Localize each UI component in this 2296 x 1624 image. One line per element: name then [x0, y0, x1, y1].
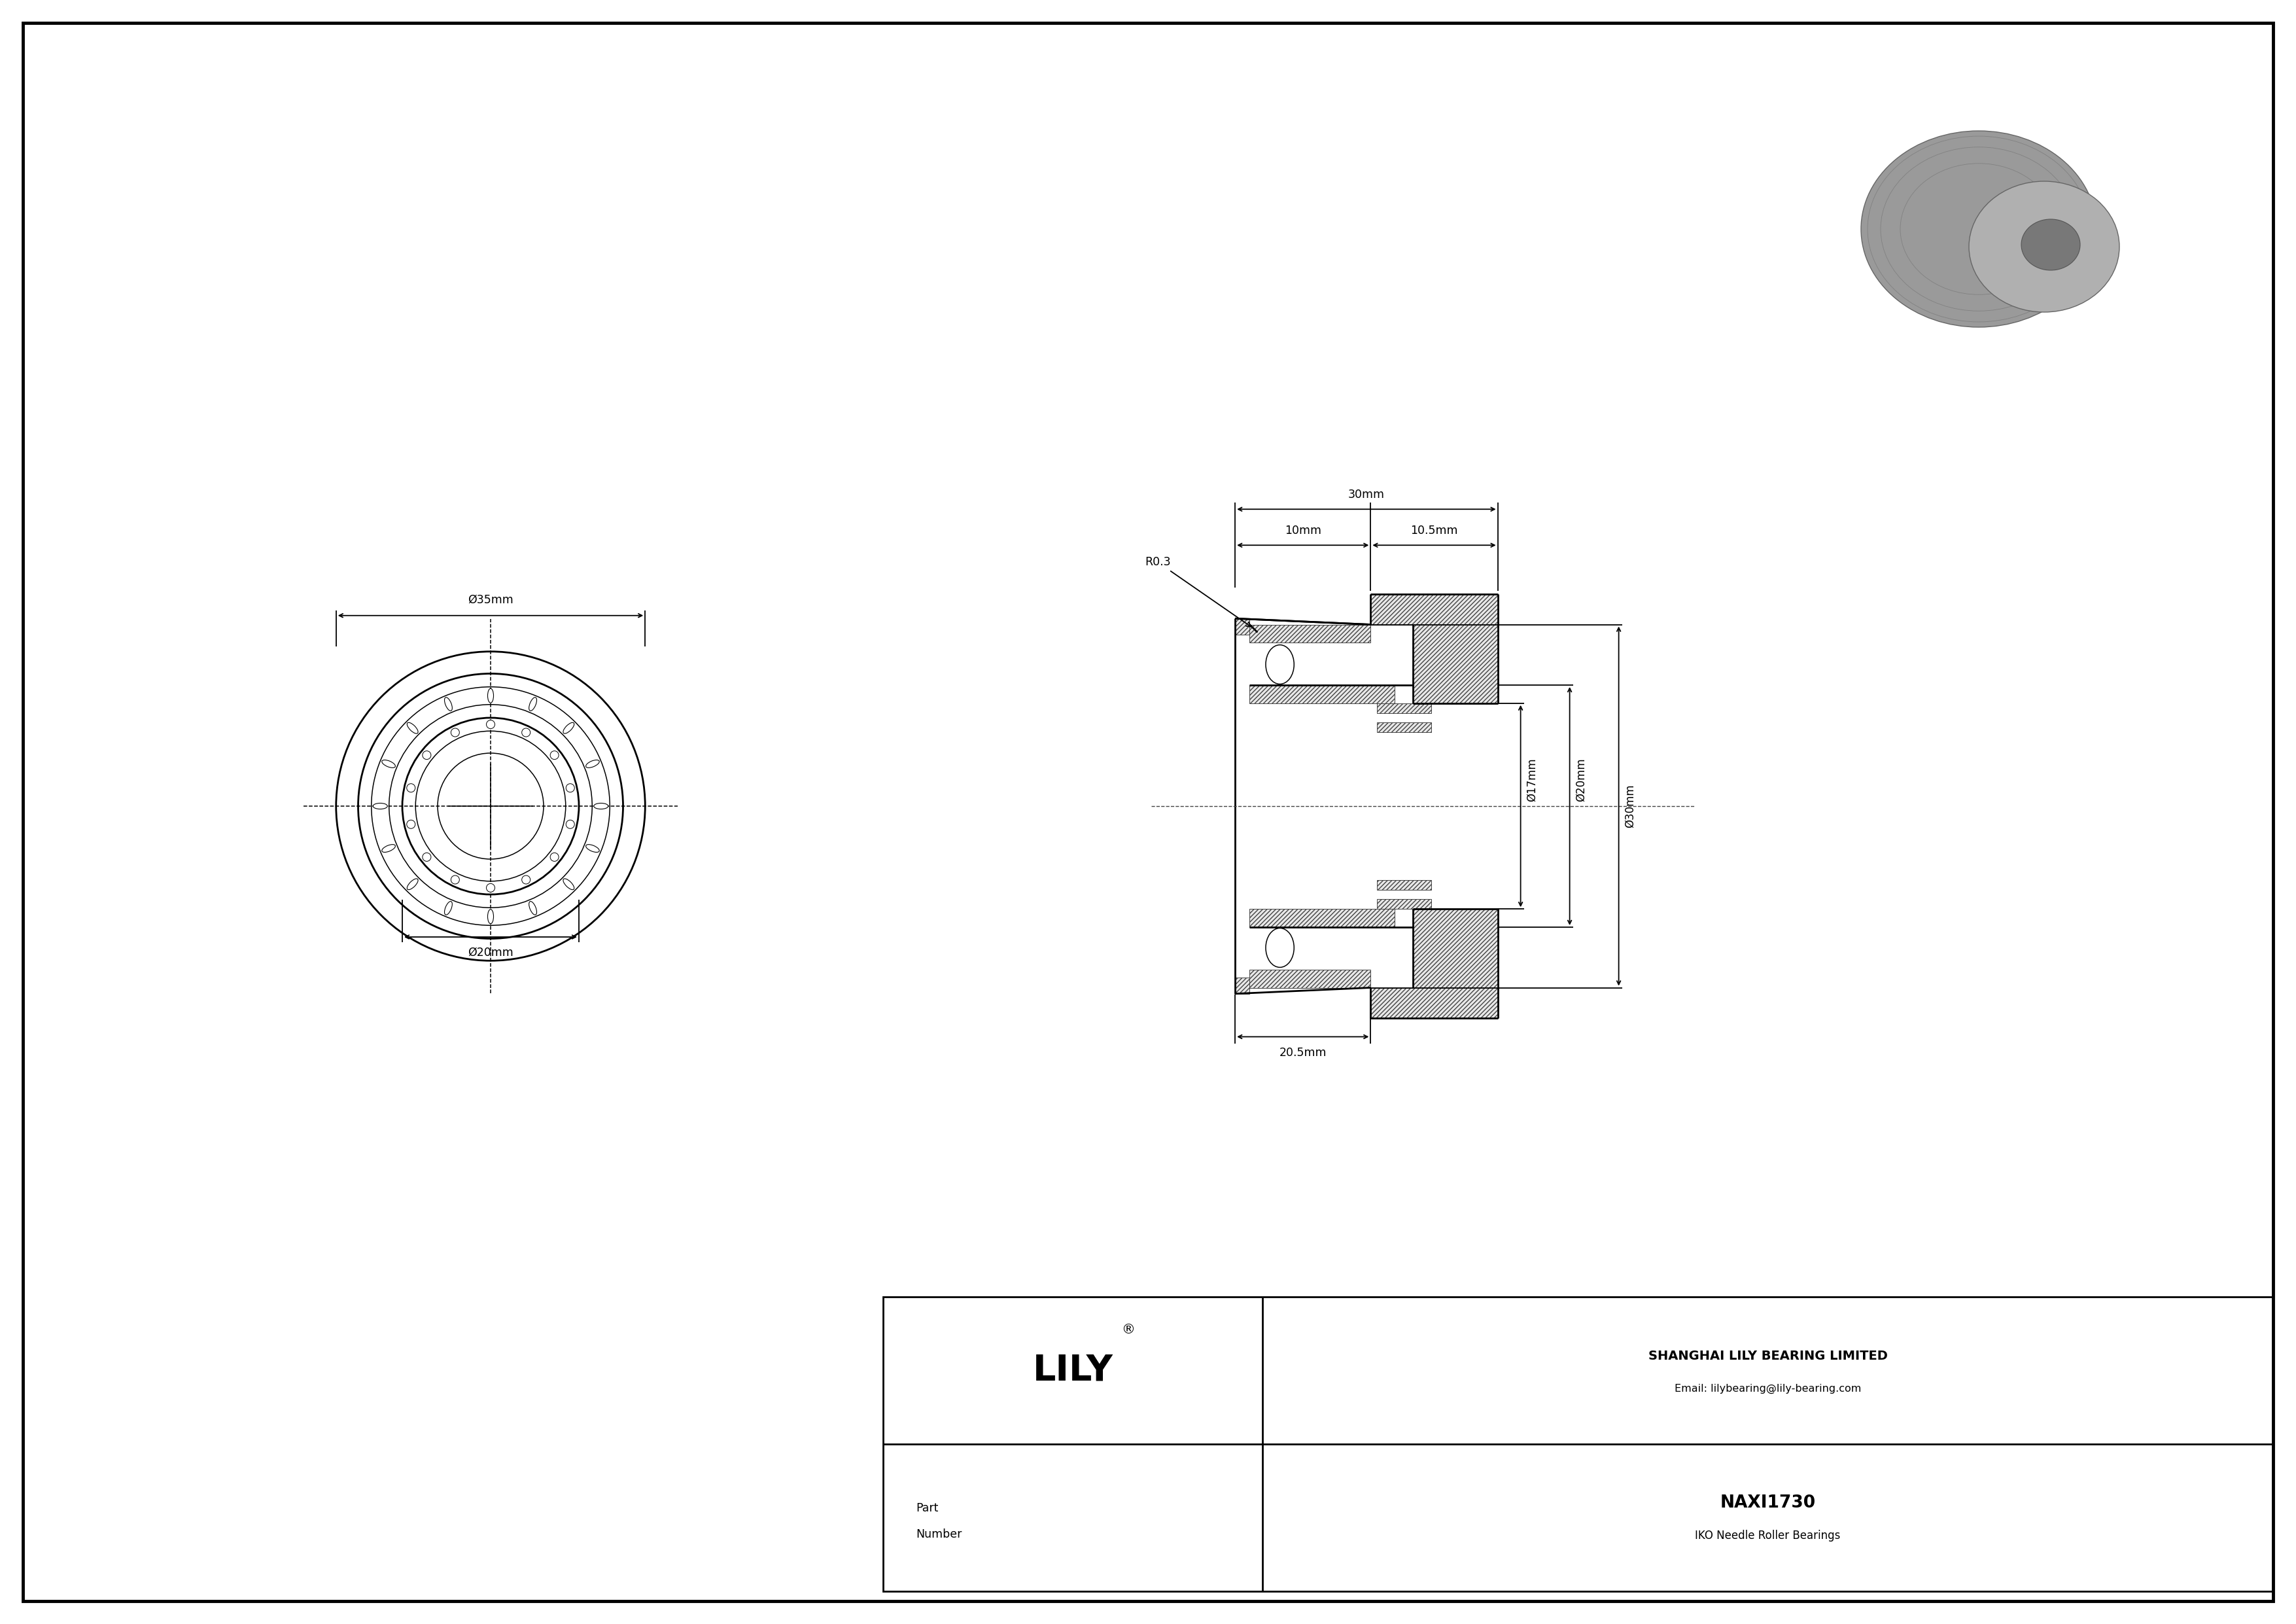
Text: ®: ®	[1120, 1324, 1134, 1337]
Ellipse shape	[445, 901, 452, 914]
Polygon shape	[1249, 685, 1396, 703]
Text: R0.3: R0.3	[1146, 557, 1251, 627]
Polygon shape	[1371, 909, 1497, 1018]
Ellipse shape	[585, 760, 599, 768]
Polygon shape	[1371, 594, 1497, 703]
Polygon shape	[1249, 970, 1371, 987]
Ellipse shape	[487, 689, 494, 703]
Circle shape	[487, 719, 496, 729]
Ellipse shape	[595, 804, 608, 809]
Polygon shape	[1378, 723, 1430, 732]
Circle shape	[551, 750, 558, 760]
Text: Ø20mm: Ø20mm	[1575, 758, 1587, 802]
Text: Ø20mm: Ø20mm	[468, 947, 514, 958]
Ellipse shape	[528, 697, 537, 711]
Polygon shape	[1378, 900, 1430, 909]
Circle shape	[521, 875, 530, 883]
Ellipse shape	[585, 844, 599, 853]
Polygon shape	[1378, 880, 1430, 890]
Ellipse shape	[563, 723, 574, 734]
Ellipse shape	[372, 804, 388, 809]
Circle shape	[450, 875, 459, 883]
Ellipse shape	[1265, 645, 1295, 684]
Circle shape	[406, 784, 416, 793]
Polygon shape	[1378, 703, 1430, 713]
Circle shape	[567, 820, 574, 828]
Polygon shape	[1249, 909, 1396, 927]
Ellipse shape	[487, 909, 494, 924]
Text: NAXI1730: NAXI1730	[1720, 1494, 1816, 1512]
Ellipse shape	[1265, 929, 1295, 968]
Text: Ø17mm: Ø17mm	[1527, 758, 1538, 802]
Ellipse shape	[2020, 219, 2080, 270]
Bar	[884, 1298, 2273, 1592]
Ellipse shape	[445, 697, 452, 711]
Text: 10.5mm: 10.5mm	[1410, 525, 1458, 536]
Ellipse shape	[528, 901, 537, 914]
Text: IKO Needle Roller Bearings: IKO Needle Roller Bearings	[1694, 1530, 1841, 1541]
Circle shape	[422, 853, 432, 861]
Circle shape	[422, 750, 432, 760]
Text: Number: Number	[916, 1528, 962, 1540]
Ellipse shape	[381, 844, 395, 853]
Circle shape	[406, 820, 416, 828]
Text: Ø30mm: Ø30mm	[1623, 784, 1635, 828]
Text: Part: Part	[916, 1502, 939, 1514]
Text: SHANGHAI LILY BEARING LIMITED: SHANGHAI LILY BEARING LIMITED	[1649, 1350, 1887, 1363]
Ellipse shape	[1862, 132, 2096, 326]
Polygon shape	[1249, 625, 1371, 643]
Text: LILY: LILY	[1033, 1353, 1114, 1389]
Text: Ø35mm: Ø35mm	[468, 594, 514, 606]
Circle shape	[551, 853, 558, 861]
Circle shape	[487, 883, 496, 892]
Text: 20.5mm: 20.5mm	[1279, 1046, 1327, 1059]
Ellipse shape	[381, 760, 395, 768]
Ellipse shape	[406, 723, 418, 734]
Circle shape	[450, 728, 459, 737]
Ellipse shape	[406, 879, 418, 890]
Ellipse shape	[1970, 182, 2119, 312]
Text: 10mm: 10mm	[1283, 525, 1320, 536]
Text: Email: lilybearing@lily-bearing.com: Email: lilybearing@lily-bearing.com	[1674, 1384, 1862, 1393]
Circle shape	[521, 728, 530, 737]
Ellipse shape	[563, 879, 574, 890]
Text: 30mm: 30mm	[1348, 489, 1384, 500]
Circle shape	[567, 784, 574, 793]
Polygon shape	[1235, 978, 1249, 994]
Polygon shape	[1235, 619, 1249, 635]
